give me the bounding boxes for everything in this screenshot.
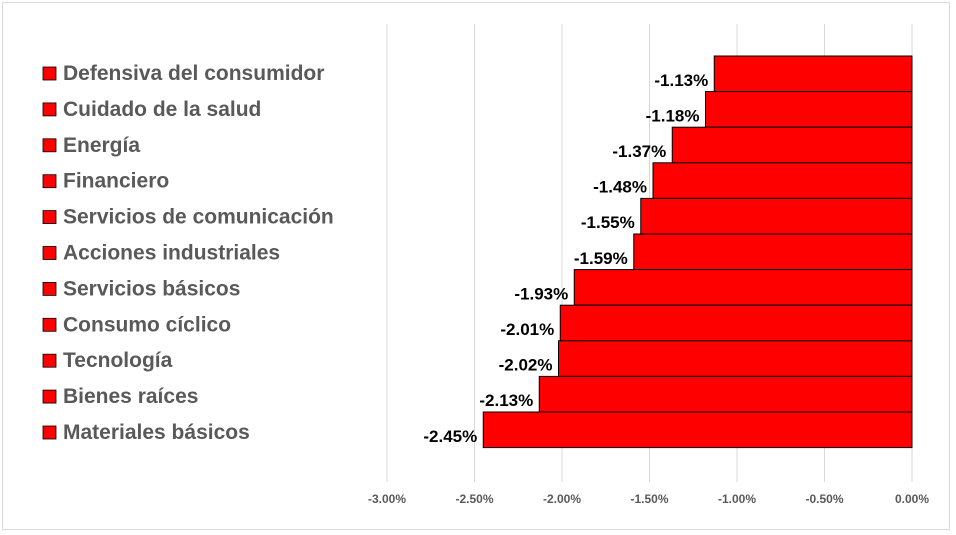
x-tick-label: -0.50% [805, 492, 843, 506]
data-labels: -1.13% -1.18% -1.37% -1.48% -1.55% -1.59% -1.9… [423, 71, 708, 446]
x-tick-label: 0.00% [895, 492, 929, 506]
bar [652, 162, 913, 199]
x-tick-label: -3.00% [368, 492, 406, 506]
data-label: -1.93% [514, 284, 568, 303]
legend-swatch [42, 389, 57, 404]
legend-label: Cuidado de la salud [63, 98, 261, 121]
legend-swatch [42, 210, 57, 225]
legend-swatch [42, 317, 57, 332]
bar [573, 269, 913, 306]
bar [671, 126, 913, 164]
bar [640, 197, 913, 235]
legend-swatch [42, 174, 57, 189]
legend-label: Financiero [63, 170, 169, 193]
legend-swatch [42, 102, 57, 117]
x-tick-label: -1.50% [630, 492, 668, 506]
legend-swatch [42, 138, 57, 153]
legend-swatch [42, 246, 57, 260]
data-label: -1.13% [654, 71, 708, 90]
legend-label: Energía [63, 134, 140, 157]
data-label: -1.18% [646, 106, 700, 125]
legend-swatch [42, 66, 57, 81]
data-label: -1.59% [574, 249, 628, 268]
bars [482, 55, 913, 449]
bar [538, 375, 913, 413]
data-label: -2.45% [423, 427, 477, 446]
legend-swatch [42, 281, 57, 296]
bar [705, 91, 913, 128]
legend-label: Consumo cíclico [63, 313, 231, 336]
x-tick-label: -2.50% [455, 492, 493, 506]
legend-label: Acciones industriales [63, 242, 280, 265]
legend-label: Bienes raíces [63, 385, 198, 408]
legend-label: Defensiva del consumidor [63, 62, 324, 85]
bar [633, 233, 913, 271]
legend-swatch [42, 425, 57, 440]
legend-label: Materiales básicos [63, 421, 250, 444]
data-label: -2.02% [499, 356, 553, 375]
bar [558, 340, 913, 377]
bar [713, 55, 913, 93]
x-tick-label: -2.00% [543, 492, 581, 506]
x-axis-ticks: -3.00% -2.50% -2.00% -1.50% -1.00% -0.50% 0.00… [368, 492, 929, 506]
legend-label: Servicios de comunicación [63, 206, 334, 229]
bar [482, 411, 913, 449]
bar [559, 304, 913, 342]
legend-label: Tecnología [63, 349, 173, 372]
data-label: -2.13% [479, 391, 533, 410]
legend-label: Servicios básicos [63, 277, 240, 300]
data-label: -2.01% [500, 320, 554, 339]
data-label: -1.55% [581, 213, 635, 232]
data-label: -1.37% [612, 142, 666, 161]
data-label: -1.48% [593, 178, 647, 197]
legend-swatch [42, 353, 57, 368]
x-tick-label: -1.00% [718, 492, 756, 506]
legend: Defensiva del consumidor Cuidado de la sa… [42, 62, 334, 444]
